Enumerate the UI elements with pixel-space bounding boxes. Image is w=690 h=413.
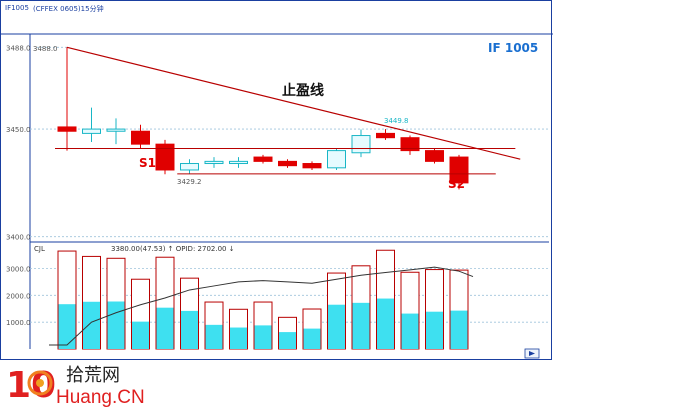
chart-svg: 3400.0 3450.0 3488.0 1000.0 2000.0 3000.0 3488… <box>1 33 553 359</box>
candle-body <box>400 137 420 152</box>
candle-body <box>278 160 297 167</box>
volume-bar-fill <box>303 328 321 349</box>
candle-body <box>425 150 444 162</box>
stop-profit-line-label: 止盈线 <box>282 82 324 99</box>
volume-bar-fill <box>181 310 198 349</box>
logo-icon: 10 <box>6 365 56 406</box>
candle-body <box>302 163 322 169</box>
instrument-title: IF 1005 <box>488 41 538 55</box>
volume-bar-fill <box>352 302 370 349</box>
stop-profit-trend-line <box>66 46 521 160</box>
volume-bar-fill <box>58 304 76 349</box>
volume-bar-fill <box>254 325 272 349</box>
candle-body <box>180 163 199 171</box>
candle-body <box>351 135 371 154</box>
candle-body <box>449 156 469 184</box>
volume-bar-fill <box>132 321 149 349</box>
candle-body <box>57 126 77 132</box>
high-price-label: 3449.8 <box>384 117 409 125</box>
price-tick-label: 3450.0 <box>6 126 31 134</box>
symbol-label: IF1005 <box>5 4 29 12</box>
candle-body <box>131 130 150 145</box>
low-price-label: 3429.2 <box>177 178 202 186</box>
site-name-en: Huang.CN <box>56 387 145 408</box>
volume-values-label: 3380.00(47.53) ↑ OPID: 2702.00 ↓ <box>111 245 235 253</box>
volume-bar-fill <box>279 332 296 349</box>
candle-body <box>376 132 395 139</box>
candle-body <box>82 128 101 134</box>
candle-body <box>327 150 346 169</box>
site-name-cn: 拾荒网 <box>66 365 120 386</box>
candle-body <box>106 128 126 132</box>
candle-body <box>204 160 224 165</box>
volume-bar-fill <box>156 307 174 349</box>
price-tick-label: 3488.0 <box>6 44 31 52</box>
volume-bar-fill <box>401 313 419 349</box>
text-layer: 3400.0 3450.0 3488.0 1000.0 2000.0 3000.0 3488… <box>6 41 538 327</box>
volume-tick-label: 2000.0 <box>6 292 31 300</box>
volume-bar-fill <box>107 301 125 349</box>
scroll-arrow-glyph <box>529 351 535 356</box>
volume-bar-fill <box>328 304 345 349</box>
volume-bar-fill <box>377 298 394 349</box>
top-price-label: 3488.0 <box>33 45 58 53</box>
volume-bar-fill <box>83 301 100 349</box>
candle-body <box>229 160 248 165</box>
price-layer <box>55 46 521 190</box>
volume-bar-fill <box>426 311 443 349</box>
price-tick-label: 3400.0 <box>6 234 31 242</box>
volume-bar-fill <box>205 324 223 349</box>
candle-body <box>253 156 273 162</box>
s2-label: S2 <box>448 177 465 191</box>
site-watermark: 10 拾荒网 Huang.CN <box>4 359 154 409</box>
volume-layer <box>49 249 540 359</box>
chart-frame: 3400.0 3450.0 3488.0 1000.0 2000.0 3000.0 3488… <box>0 0 553 360</box>
logo-digits: 10 <box>6 365 56 406</box>
volume-bar-fill <box>450 310 468 349</box>
candle-body <box>155 143 175 171</box>
volume-name-label: CJL <box>34 245 45 253</box>
volume-bar-fill <box>230 327 247 349</box>
volume-tick-label: 3000.0 <box>6 265 31 273</box>
s1-label: S1 <box>139 156 156 170</box>
chart-subtitle: (CFFEX 0605)15分钟 <box>33 5 104 13</box>
opid-line <box>49 266 474 346</box>
volume-tick-label: 1000.0 <box>6 319 31 327</box>
